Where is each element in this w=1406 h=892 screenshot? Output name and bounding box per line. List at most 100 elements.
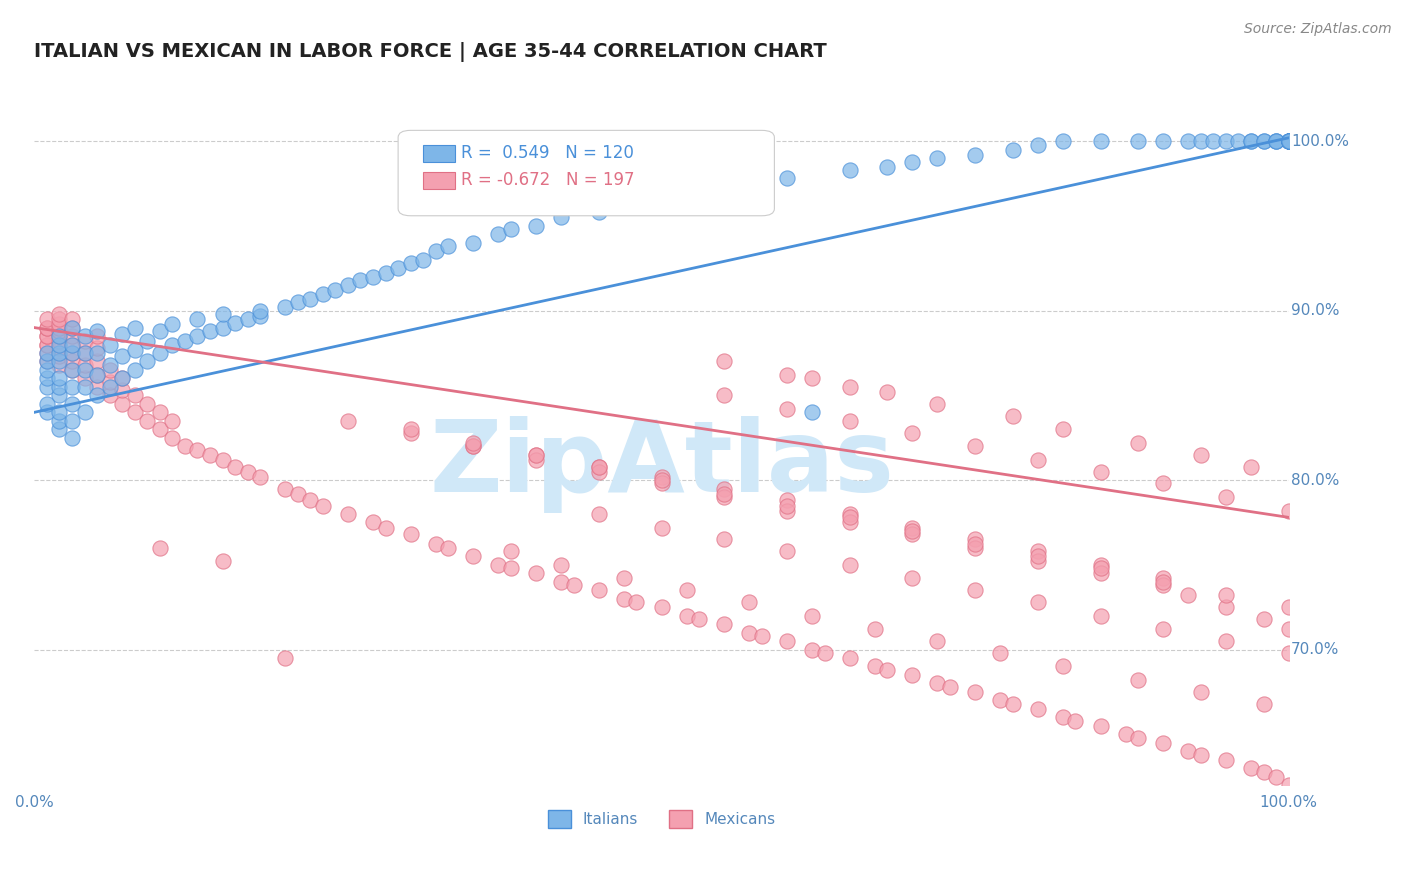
- Text: ITALIAN VS MEXICAN IN LABOR FORCE | AGE 35-44 CORRELATION CHART: ITALIAN VS MEXICAN IN LABOR FORCE | AGE …: [34, 42, 827, 62]
- Point: [776, 499, 799, 513]
- Point: [1265, 134, 1288, 148]
- Point: [1152, 736, 1174, 750]
- Point: [336, 507, 359, 521]
- Point: [863, 659, 886, 673]
- Point: [838, 414, 860, 428]
- Point: [1215, 490, 1237, 504]
- Point: [312, 286, 335, 301]
- Point: [1215, 634, 1237, 648]
- Point: [86, 329, 108, 343]
- Point: [48, 307, 70, 321]
- Point: [499, 544, 522, 558]
- Point: [801, 642, 824, 657]
- Point: [236, 312, 259, 326]
- Point: [463, 549, 485, 564]
- Point: [1026, 137, 1049, 152]
- Point: [425, 244, 447, 259]
- Point: [1026, 595, 1049, 609]
- Point: [124, 363, 146, 377]
- Point: [60, 346, 83, 360]
- Point: [1253, 612, 1275, 626]
- Point: [688, 612, 710, 626]
- Point: [1177, 134, 1199, 148]
- Point: [35, 329, 58, 343]
- Point: [412, 252, 434, 267]
- Point: [198, 448, 221, 462]
- Point: [1253, 764, 1275, 779]
- Point: [1052, 659, 1074, 673]
- Point: [813, 646, 835, 660]
- Point: [98, 358, 121, 372]
- Point: [35, 371, 58, 385]
- Point: [1278, 646, 1301, 660]
- Point: [1001, 697, 1024, 711]
- Point: [73, 329, 96, 343]
- Point: [35, 354, 58, 368]
- Point: [35, 405, 58, 419]
- Point: [48, 337, 70, 351]
- Point: [801, 371, 824, 385]
- Point: [1240, 134, 1263, 148]
- Point: [60, 414, 83, 428]
- Point: [588, 459, 610, 474]
- Point: [124, 388, 146, 402]
- Point: [801, 405, 824, 419]
- Point: [713, 486, 735, 500]
- Point: [1278, 134, 1301, 148]
- Point: [60, 312, 83, 326]
- Point: [939, 680, 962, 694]
- Point: [35, 312, 58, 326]
- Point: [1026, 554, 1049, 568]
- Point: [965, 541, 987, 555]
- Point: [35, 380, 58, 394]
- Point: [463, 235, 485, 250]
- Point: [927, 676, 949, 690]
- Point: [499, 561, 522, 575]
- Point: [863, 622, 886, 636]
- Point: [149, 324, 172, 338]
- Point: [550, 558, 572, 572]
- Point: [675, 583, 697, 598]
- Point: [399, 527, 422, 541]
- Point: [613, 571, 636, 585]
- Point: [1064, 714, 1087, 728]
- Point: [713, 354, 735, 368]
- Point: [325, 283, 347, 297]
- Point: [776, 634, 799, 648]
- Point: [1026, 549, 1049, 564]
- Point: [801, 608, 824, 623]
- Point: [1177, 588, 1199, 602]
- Point: [48, 320, 70, 334]
- Point: [613, 591, 636, 606]
- Text: 90.0%: 90.0%: [1291, 303, 1340, 318]
- Point: [1189, 448, 1212, 462]
- Point: [1278, 503, 1301, 517]
- Point: [1126, 435, 1149, 450]
- Point: [86, 324, 108, 338]
- Point: [73, 346, 96, 360]
- Point: [1278, 134, 1301, 148]
- Point: [901, 154, 924, 169]
- Point: [399, 256, 422, 270]
- Point: [988, 693, 1011, 707]
- Point: [35, 397, 58, 411]
- Point: [236, 465, 259, 479]
- Point: [588, 465, 610, 479]
- Text: ZipAtlas: ZipAtlas: [429, 417, 894, 513]
- Point: [499, 222, 522, 236]
- Point: [838, 380, 860, 394]
- Point: [838, 510, 860, 524]
- Point: [86, 380, 108, 394]
- Point: [60, 363, 83, 377]
- Point: [35, 363, 58, 377]
- Point: [1253, 697, 1275, 711]
- Point: [626, 197, 648, 211]
- Point: [86, 341, 108, 355]
- Point: [1090, 561, 1112, 575]
- Point: [1152, 578, 1174, 592]
- Point: [524, 448, 547, 462]
- Point: [550, 574, 572, 589]
- Point: [965, 537, 987, 551]
- Point: [336, 278, 359, 293]
- Point: [650, 192, 672, 206]
